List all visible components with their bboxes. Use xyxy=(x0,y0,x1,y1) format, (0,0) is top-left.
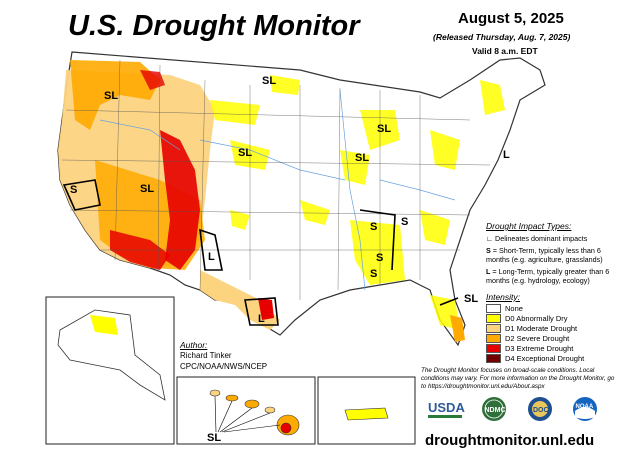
label-sl-florida: SL xyxy=(464,293,478,305)
disclaimer-note: The Drought Monitor focuses on broad-sca… xyxy=(421,367,615,390)
noaa-logo: NOAA xyxy=(573,397,597,421)
label-s-california: S xyxy=(70,184,77,196)
impact-delineation-row: ∟ Delineates dominant impacts xyxy=(486,234,618,243)
hawaii-pointer-lines xyxy=(214,395,281,433)
legend-swatch xyxy=(486,354,501,363)
legend-label: D1 Moderate Drought xyxy=(505,324,578,333)
legend-d3: D3 Extreme Drought xyxy=(486,344,573,353)
state-borders xyxy=(61,59,491,300)
rockies-d3-region xyxy=(160,130,200,270)
map-title: U.S. Drought Monitor xyxy=(68,10,360,42)
texas-drought-region xyxy=(200,270,280,330)
short-term-text: = Short-Term, typically less than 6 mont… xyxy=(486,246,603,264)
puerto-rico-shape xyxy=(344,407,389,421)
delineation-line-icon: ∟ xyxy=(486,234,494,243)
legend-none: None xyxy=(486,304,523,313)
west-d2-region xyxy=(70,60,160,130)
map-labels: SL SL SL SL SL SL S L L S S S S L SL SL xyxy=(70,75,510,444)
hawaii-inset xyxy=(176,376,316,445)
label-s-kentucky: S xyxy=(370,221,377,233)
label-s-tennessee: S xyxy=(401,216,408,228)
texas-d3-spot xyxy=(258,298,274,320)
svg-text:USDA: USDA xyxy=(428,400,465,415)
author-org: CPC/NOAA/NWS/NCEP xyxy=(180,362,268,371)
usda-logo: USDA xyxy=(428,398,465,420)
ndmc-logo: NDMC xyxy=(482,397,506,421)
alaska-d0 xyxy=(90,315,118,335)
legend-label: D2 Severe Drought xyxy=(505,334,570,343)
author-label: Author: xyxy=(180,340,208,350)
short-term-key: S xyxy=(486,246,491,255)
label-sl-midwest: SL xyxy=(355,152,369,164)
valid-time: Valid 8 a.m. EDT xyxy=(472,46,538,56)
legend-swatch xyxy=(486,334,501,343)
impact-types-title: Drought Impact Types: xyxy=(486,221,572,231)
legend-label: None xyxy=(505,304,523,313)
label-s-georgia: S xyxy=(376,252,383,264)
legend-label: D0 Abnormally Dry xyxy=(505,314,568,323)
legend-label: D3 Extreme Drought xyxy=(505,344,574,353)
legend-d2: D2 Severe Drought xyxy=(486,334,569,343)
florida-drought-region xyxy=(450,315,465,342)
legend-swatch xyxy=(486,304,501,313)
label-sl-montana: SL xyxy=(262,75,276,87)
svg-text:DOC: DOC xyxy=(533,407,549,414)
svg-text:NDMC: NDMC xyxy=(485,407,506,414)
label-l-newmexico: L xyxy=(208,251,215,263)
impact-lines xyxy=(62,179,459,326)
label-sl-michigan: SL xyxy=(377,123,391,135)
legend-d4: D4 Exceptional Drought xyxy=(486,354,584,363)
label-l-northeast: L xyxy=(503,149,510,161)
long-term-text: = Long-Term, typically greater than 6 mo… xyxy=(486,267,610,285)
svg-text:NOAA: NOAA xyxy=(576,404,594,410)
northwest-d3-region xyxy=(140,70,165,90)
map-date: August 5, 2025 xyxy=(458,10,564,27)
release-date: (Released Thursday, Aug. 7, 2025) xyxy=(433,32,571,42)
impact-short-term-row: S = Short-Term, typically less than 6 mo… xyxy=(486,246,618,264)
impact-types-legend: Drought Impact Types: ∟ Delineates domin… xyxy=(486,222,618,288)
author-name: Richard Tinker xyxy=(180,351,232,360)
label-s-alabama: S xyxy=(370,268,377,280)
intensity-title: Intensity: xyxy=(486,292,521,302)
legend-swatch xyxy=(486,324,501,333)
long-term-key: L xyxy=(486,267,491,276)
label-l-texas: L xyxy=(258,313,265,325)
legend-d1: D1 Moderate Drought xyxy=(486,324,577,333)
delineation-text: Delineates dominant impacts xyxy=(495,234,588,243)
label-sl-northwest: SL xyxy=(104,90,118,102)
legend-d0: D0 Abnormally Dry xyxy=(486,314,568,323)
hawaii-islands xyxy=(209,389,300,436)
website-link[interactable]: droughtmonitor.unl.edu xyxy=(425,432,595,449)
legend-swatch xyxy=(486,344,501,353)
doc-logo: DOC xyxy=(528,397,552,421)
legend-swatch xyxy=(486,314,501,323)
label-sl-utah: SL xyxy=(140,183,154,195)
label-sl-hawaii: SL xyxy=(207,432,221,444)
impact-long-term-row: L = Long-Term, typically greater than 6 … xyxy=(486,267,618,285)
puerto-rico-inset xyxy=(317,376,416,445)
legend-label: D4 Exceptional Drought xyxy=(505,354,585,363)
d0-patches xyxy=(210,75,505,330)
label-sl-plains: SL xyxy=(238,147,252,159)
alaska-shape xyxy=(57,309,166,401)
